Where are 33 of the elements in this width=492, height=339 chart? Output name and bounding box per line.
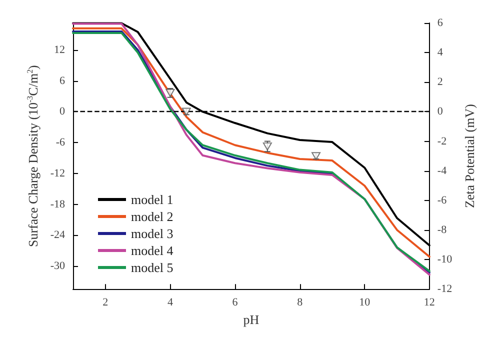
y2-tick-label: -8 (437, 224, 448, 236)
x-tick-label: 2 (102, 296, 108, 309)
y-axis-title: Surface Charge Density (10-3C/m2) (25, 65, 40, 248)
legend-label: model 2 (131, 209, 174, 224)
y2-tick-label: 6 (437, 17, 444, 29)
y2-tick-label: 0 (437, 106, 444, 118)
y-tick-label: -24 (50, 229, 66, 242)
x-tick-label: 8 (297, 296, 304, 309)
legend-label: model 3 (131, 226, 174, 241)
y2-axis-title: Zeta Potential (mV) (462, 104, 477, 208)
y-tick-label: 6 (60, 74, 66, 87)
y-tick-label: -30 (50, 260, 66, 272)
x-tick-label: 10 (359, 296, 371, 309)
y2-tick-label: -10 (437, 254, 453, 266)
y2-tick-label: -12 (437, 283, 452, 296)
y-tick-label: 0 (60, 106, 66, 118)
x-tick-label: 6 (232, 296, 238, 309)
y2-tick-label: 4 (437, 46, 444, 59)
legend-label: model 1 (131, 192, 174, 207)
point (262, 142, 272, 150)
y-tick-label: -6 (56, 136, 66, 149)
y-tick-label: 12 (54, 44, 65, 56)
legend-label: model 5 (131, 260, 174, 275)
y2-tick-label: -2 (437, 135, 447, 148)
y2-tick-label: -6 (437, 194, 448, 206)
y-tick-label: -18 (50, 198, 66, 210)
legend-label: model 4 (131, 243, 174, 258)
y2-tick-label: 2 (437, 76, 443, 88)
x-axis-title: pH (243, 312, 260, 327)
x-tick-label: 12 (424, 296, 435, 309)
y-tick-label: -12 (50, 167, 65, 180)
x-tick-label: 4 (167, 296, 174, 309)
y2-tick-label: -4 (437, 164, 448, 177)
